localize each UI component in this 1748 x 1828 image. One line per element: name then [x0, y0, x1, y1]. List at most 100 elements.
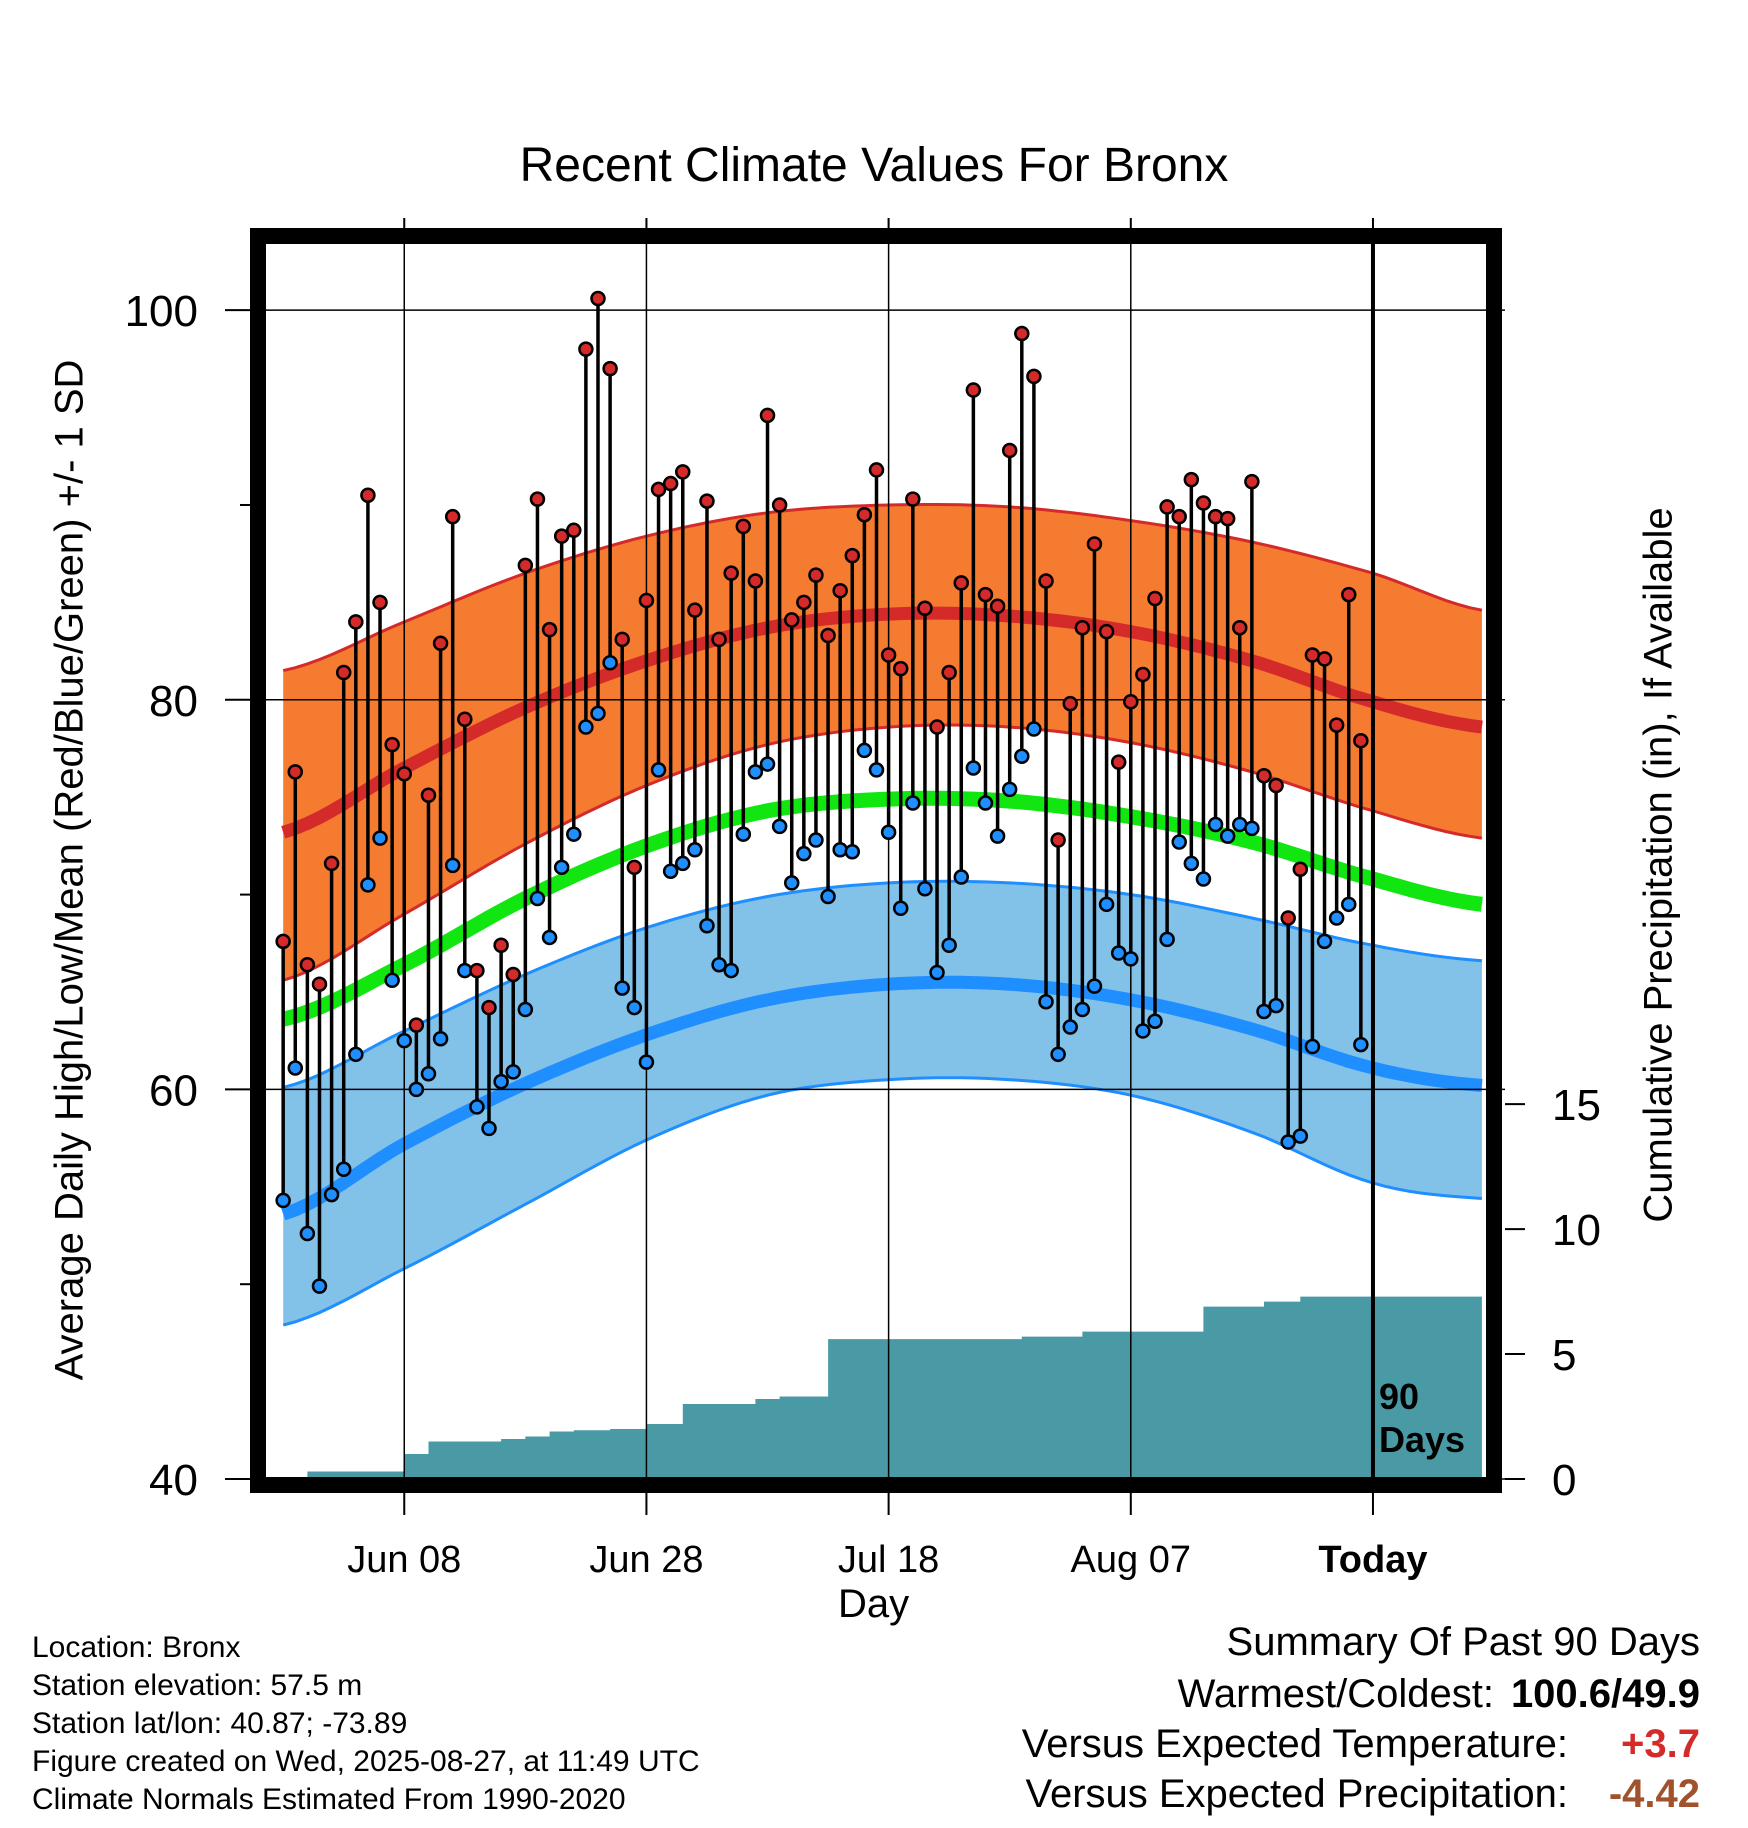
daily-low-point: [905, 795, 921, 811]
daily-high-point: [311, 976, 328, 992]
daily-low-point: [965, 760, 982, 776]
daily-low-point: [687, 842, 703, 858]
normal-bands-layer: [281, 503, 1483, 1327]
y-left-tick-label: 80: [149, 677, 198, 726]
daily-low-point: [1280, 1134, 1296, 1150]
normal-high-band: [283, 504, 1482, 981]
summary-warmest-value: 100.6/49.9: [1510, 1672, 1700, 1716]
daily-low-point: [1292, 1128, 1309, 1144]
daily-high-point: [1074, 619, 1091, 636]
daily-high-point: [783, 612, 800, 628]
info-normals: Climate Normals Estimated From 1990-2020: [32, 1783, 626, 1816]
daily-high-point: [408, 1017, 425, 1033]
y-right-tick-label: 10: [1552, 1206, 1601, 1255]
chart-title: Recent Climate Values For Bronx: [519, 139, 1229, 192]
daily-high-point: [1353, 732, 1369, 749]
daily-high-point: [917, 600, 933, 616]
daily-high-point: [699, 493, 715, 509]
y-left-tick-label: 60: [149, 1066, 198, 1115]
y-right-tick-label: 0: [1552, 1456, 1576, 1505]
daily-high-point: [1292, 861, 1309, 878]
daily-low-point: [650, 762, 667, 778]
y-left-tick-label: 40: [149, 1456, 198, 1505]
daily-high-point: [723, 565, 739, 581]
daily-high-point: [1244, 473, 1260, 490]
daily-high-point: [1135, 666, 1151, 683]
daily-low-point: [420, 1066, 437, 1082]
daily-low-point: [699, 918, 715, 934]
daily-high-point: [1195, 495, 1212, 511]
daily-low-point: [868, 762, 885, 778]
plot-frame: [250, 228, 1502, 1493]
y-right-axis-label: Cumulative Precipitation (in), If Availa…: [1636, 507, 1681, 1223]
daily-low-point: [1098, 896, 1115, 913]
daily-low-point: [1026, 721, 1042, 737]
normal-high-line: [281, 606, 1483, 839]
daily-high-point: [905, 491, 921, 507]
daily-low-point: [348, 1046, 364, 1063]
daily-high-point: [517, 557, 534, 574]
daily-high-point: [469, 962, 485, 979]
daily-high-point: [1328, 717, 1345, 733]
x-tick-label: Aug 07: [1071, 1539, 1191, 1581]
daily-low-point: [917, 880, 933, 897]
daily-low-point: [796, 845, 812, 862]
daily-high-point: [735, 518, 752, 535]
daily-high-point: [1280, 910, 1296, 926]
daily-low-point: [614, 980, 630, 996]
daily-high-point: [965, 382, 982, 398]
daily-low-point: [566, 826, 582, 842]
daily-high-point: [977, 586, 994, 603]
daily-high-point: [1232, 619, 1248, 636]
info-elevation: Station elevation: 57.5 m: [32, 1669, 363, 1702]
daily-high-point: [868, 462, 885, 478]
daily-low-point: [1050, 1046, 1066, 1063]
normal-low-band: [283, 881, 1482, 1326]
daily-high-point: [299, 956, 316, 973]
daily-high-point: [650, 481, 667, 498]
daily-low-point: [844, 843, 861, 860]
daily-low-point: [783, 875, 800, 891]
daily-high-point: [1256, 768, 1272, 784]
daily-low-point: [977, 795, 994, 811]
summary-temp-label: Versus Expected Temperature:: [1021, 1722, 1568, 1766]
daily-low-point: [1123, 951, 1139, 967]
daily-high-point: [505, 966, 521, 983]
precip-layer: [283, 1296, 1482, 1479]
daily-low-point: [989, 828, 1006, 844]
cumulative-precip-area: [283, 1296, 1482, 1479]
daily-high-point: [553, 528, 570, 544]
daily-high-point: [626, 859, 643, 876]
daily-low-point: [1183, 855, 1200, 872]
summary-heading: Summary Of Past 90 Days: [1226, 1620, 1700, 1664]
daily-high-point: [444, 508, 461, 525]
daily-high-point: [771, 497, 788, 513]
daily-low-point: [408, 1081, 425, 1098]
x-tick-label: Jul 18: [838, 1539, 939, 1581]
daily-low-point: [275, 1192, 291, 1209]
daily-high-point: [335, 664, 352, 681]
daily-low-point: [856, 742, 873, 759]
daily-high-point: [808, 567, 824, 583]
daily-low-point: [1062, 1019, 1078, 1035]
daily-low-point: [1316, 933, 1333, 950]
daily-high-point: [578, 341, 594, 357]
daily-low-point: [481, 1120, 497, 1137]
daily-high-point: [1316, 651, 1333, 667]
daily-high-point: [529, 491, 546, 507]
daily-low-point: [953, 869, 970, 885]
daily-low-point: [1110, 945, 1127, 961]
daily-low-point: [892, 900, 909, 916]
daily-low-point: [323, 1186, 340, 1203]
daily-low-point: [808, 832, 824, 848]
daily-high-point: [360, 487, 376, 503]
daily-low-point: [553, 859, 570, 876]
daily-low-point: [1207, 816, 1224, 833]
daily-low-point: [941, 937, 957, 953]
summary-temp-value: +3.7: [1621, 1722, 1700, 1766]
daily-low-point: [578, 719, 594, 735]
daily-high-point: [432, 635, 449, 652]
summary-precip-value: -4.42: [1608, 1772, 1700, 1816]
daily-high-point: [541, 621, 558, 638]
daily-low-point: [1135, 1023, 1151, 1039]
